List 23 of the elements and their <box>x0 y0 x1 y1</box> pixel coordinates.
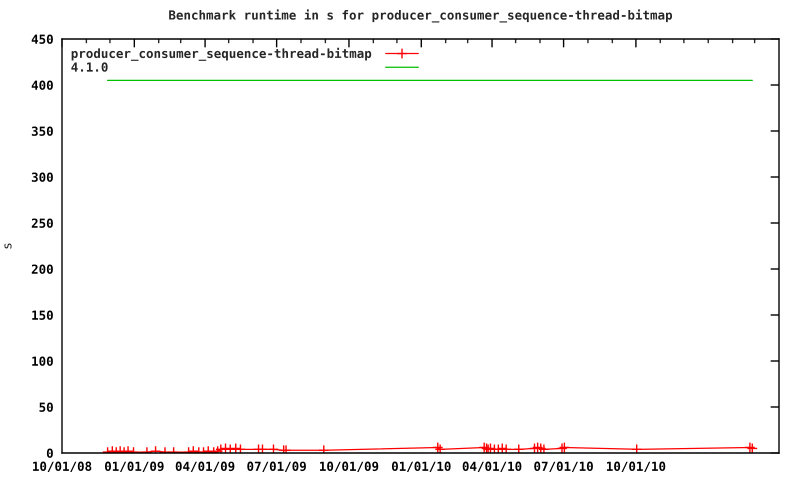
x-tick-label: 04/01/10 <box>462 462 522 472</box>
x-tick-label: 04/01/09 <box>176 462 234 472</box>
x-tick-label: 10/01/09 <box>320 462 378 472</box>
x-tick-label: 07/01/10 <box>534 462 593 472</box>
y-tick-label: 100 <box>32 356 53 366</box>
series-label: 4.1.0 <box>71 62 108 72</box>
y-tick-label: 400 <box>32 80 53 90</box>
y-tick-label: 450 <box>32 34 53 44</box>
y-tick-label: 350 <box>32 126 53 136</box>
x-tick-label: 01/01/09 <box>104 462 164 472</box>
y-tick-label: 150 <box>32 310 53 320</box>
x-tick-label: 01/01/10 <box>392 462 451 472</box>
y-axis-title: s <box>4 243 12 248</box>
y-tick-label: 0 <box>46 448 53 458</box>
x-tick-label: 10/01/08 <box>33 462 92 472</box>
x-tick-label: 10/01/10 <box>606 462 666 472</box>
x-tick-label: 07/01/09 <box>247 462 306 472</box>
y-tick-label: 50 <box>39 402 53 412</box>
y-tick-label: 200 <box>32 264 53 274</box>
y-tick-label: 300 <box>32 172 53 182</box>
legend-label: producer_consumer_sequence-thread-bitmap <box>72 48 372 61</box>
y-tick-label: 250 <box>32 218 53 228</box>
chart-title: Benchmark runtime in s for producer_consumer_sequence-thread-bitmap <box>169 9 672 23</box>
